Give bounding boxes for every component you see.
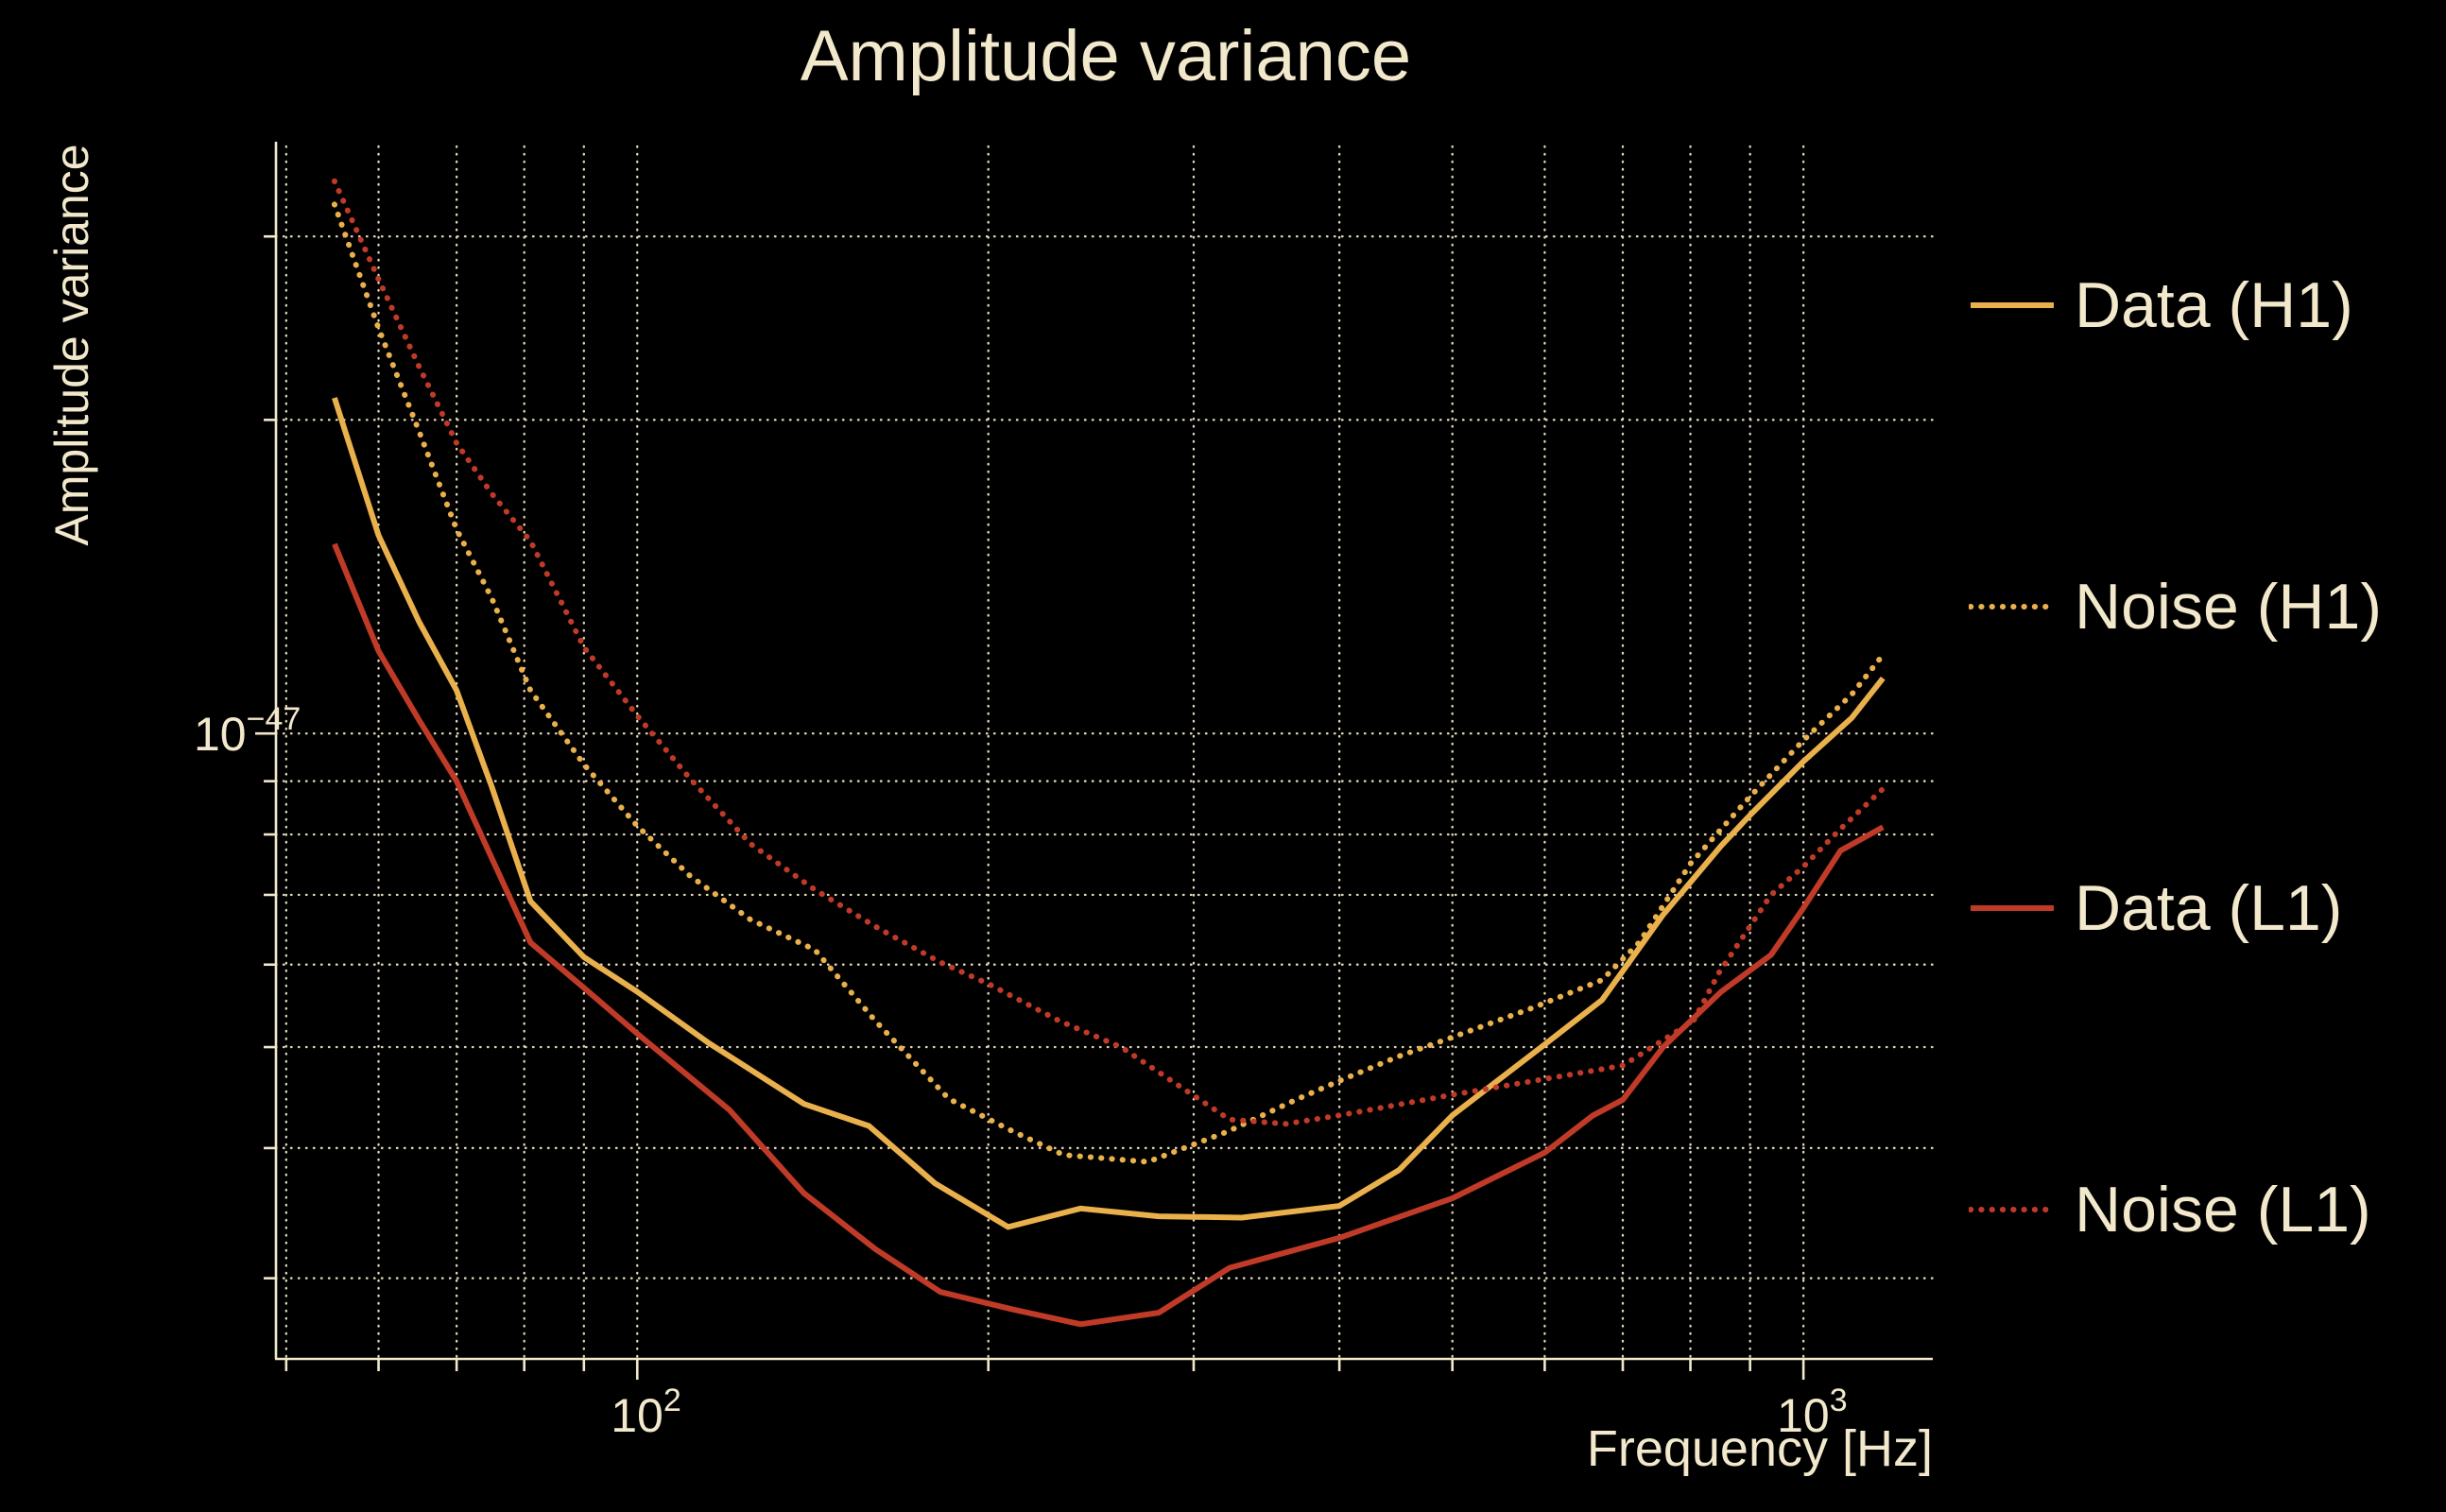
series-data-h1- <box>332 397 1886 1230</box>
x-tick-label: 102 <box>611 1383 681 1442</box>
y-tick-label: 10−47 <box>194 701 301 761</box>
x-tick-label: 103 <box>1777 1383 1848 1442</box>
series-noise-h1- <box>331 201 1886 1165</box>
series-noise-l1- <box>331 178 1886 1127</box>
axis-ticks <box>255 234 1805 1380</box>
gridlines <box>274 145 1935 1361</box>
series-lines <box>331 178 1886 1328</box>
y-axis-label: Amplitude variance <box>45 144 98 546</box>
chart-title: Amplitude variance <box>800 16 1412 96</box>
axes-spines <box>274 142 1933 1361</box>
x-axis-label: Frequency [Hz] <box>1586 1420 1933 1477</box>
